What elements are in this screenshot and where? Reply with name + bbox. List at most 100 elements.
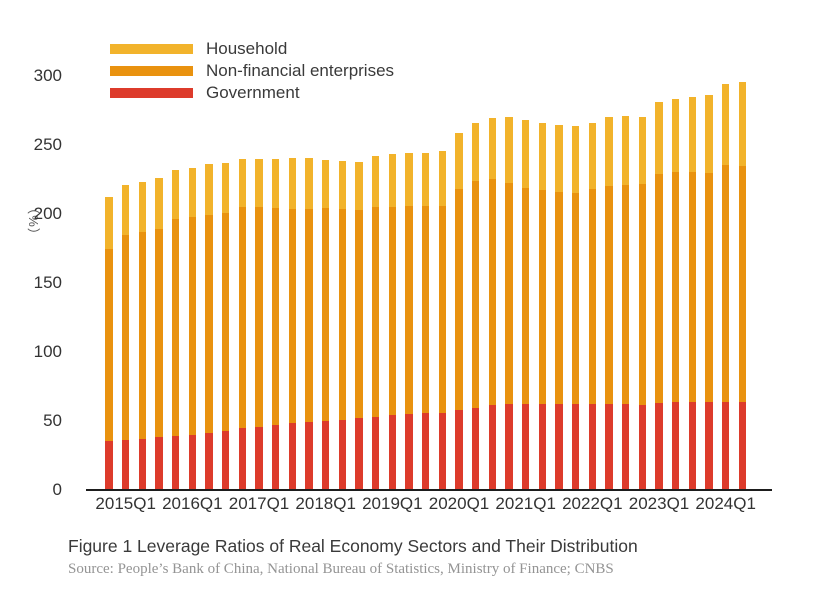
- bar-segment-household: [205, 164, 213, 216]
- bar-segment-household: [121, 185, 130, 235]
- legend-label-nfe: Non-financial enterprises: [206, 61, 395, 80]
- bar-segment-non-financial-enterprises: [638, 184, 647, 405]
- bar-2020Q3: [488, 118, 497, 490]
- bar-segment-government: [205, 432, 213, 490]
- bar-segment-household: [155, 178, 163, 230]
- government-swatch-icon: [110, 88, 193, 98]
- bar-2017Q3: [288, 158, 297, 490]
- bar-segment-government: [188, 434, 197, 490]
- bar-segment-non-financial-enterprises: [338, 209, 347, 420]
- x-tick-label: 2016Q1: [162, 494, 223, 513]
- bar-segment-government: [655, 402, 663, 490]
- bar-segment-government: [221, 430, 230, 490]
- bar-2023Q3: [688, 97, 697, 490]
- bar-segment-non-financial-enterprises: [421, 206, 430, 413]
- bar-segment-non-financial-enterprises: [271, 207, 280, 426]
- bar-segment-government: [321, 421, 330, 490]
- x-tick-label: 2020Q1: [428, 494, 490, 513]
- y-tick-label: 250: [33, 135, 62, 154]
- y-tick-label: 150: [33, 273, 62, 292]
- bar-segment-non-financial-enterprises: [238, 207, 247, 429]
- bar-segment-household: [688, 97, 697, 173]
- bar-segment-government: [138, 438, 147, 490]
- bar-segment-government: [271, 425, 280, 490]
- bar-segment-government: [671, 402, 680, 490]
- bar-segment-household: [238, 158, 247, 208]
- x-tick-label: 2021Q1: [495, 494, 556, 513]
- bar-segment-household: [321, 160, 330, 209]
- bar-segment-government: [438, 412, 447, 490]
- bar-segment-household: [705, 94, 713, 174]
- bar-segment-non-financial-enterprises: [588, 189, 597, 405]
- y-tick-label: 50: [43, 411, 62, 430]
- bar-segment-non-financial-enterprises: [221, 213, 230, 431]
- bar-2021Q2: [538, 122, 547, 490]
- bar-2016Q1: [188, 167, 197, 490]
- bar-segment-household: [671, 99, 680, 173]
- bar-2015Q3: [155, 178, 163, 490]
- bar-segment-household: [571, 126, 580, 193]
- bar-segment-government: [155, 437, 163, 490]
- bar-segment-non-financial-enterprises: [205, 215, 213, 433]
- bar-segment-non-financial-enterprises: [688, 172, 697, 402]
- y-tick-label: 0: [52, 480, 62, 499]
- bar-segment-non-financial-enterprises: [571, 192, 580, 405]
- bar-2017Q1: [255, 158, 263, 490]
- bar-2019Q4: [438, 150, 447, 490]
- bar-segment-non-financial-enterprises: [138, 231, 147, 439]
- bar-segment-non-financial-enterprises: [121, 234, 130, 440]
- bar-segment-household: [305, 158, 313, 210]
- bar-segment-household: [421, 152, 430, 207]
- bar-2022Q2: [605, 116, 613, 490]
- bar-segment-non-financial-enterprises: [355, 209, 363, 419]
- x-tick-label: 2018Q1: [295, 494, 356, 513]
- bar-2016Q4: [238, 158, 247, 490]
- bar-segment-non-financial-enterprises: [605, 185, 613, 405]
- legend-item-government: Government: [110, 83, 300, 103]
- bar-2022Q3: [621, 116, 630, 490]
- bar-2018Q2: [338, 160, 347, 490]
- bar-segment-government: [555, 404, 563, 490]
- bar-segment-government: [238, 428, 247, 490]
- bar-2018Q4: [371, 156, 380, 490]
- bar-2024Q2: [738, 82, 747, 490]
- household-swatch-icon: [110, 44, 193, 54]
- bar-segment-non-financial-enterprises: [105, 249, 113, 441]
- bar-segment-government: [471, 407, 480, 490]
- legend-item-nfe: Non-financial enterprises: [110, 61, 394, 81]
- bar-segment-household: [621, 116, 630, 186]
- y-tick-label: 100: [33, 342, 62, 361]
- x-tick-label: 2023Q1: [628, 494, 690, 513]
- bar-segment-government: [371, 416, 380, 490]
- bar-2020Q4: [505, 117, 513, 490]
- x-tick-label: 2019Q1: [362, 494, 423, 513]
- legend-label-household: Household: [206, 39, 288, 58]
- bar-segment-household: [471, 122, 480, 181]
- bar-segment-non-financial-enterprises: [288, 209, 297, 424]
- bar-segment-household: [638, 116, 647, 185]
- bar-segment-government: [388, 415, 397, 490]
- bar-segment-non-financial-enterprises: [705, 173, 713, 403]
- bar-2017Q4: [305, 158, 313, 490]
- bar-segment-non-financial-enterprises: [305, 209, 313, 423]
- bar-segment-household: [355, 162, 363, 210]
- bar-2021Q3: [555, 125, 563, 490]
- bar-segment-non-financial-enterprises: [671, 172, 680, 403]
- bar-2016Q3: [221, 162, 230, 490]
- bar-2015Q4: [171, 169, 180, 490]
- bar-segment-non-financial-enterprises: [738, 165, 747, 403]
- bar-segment-government: [405, 413, 413, 490]
- bar-segment-government: [605, 404, 613, 490]
- bar-segment-non-financial-enterprises: [655, 174, 663, 403]
- bar-segment-household: [338, 160, 347, 210]
- bar-segment-government: [538, 404, 547, 490]
- bar-2022Q1: [588, 122, 597, 490]
- bar-segment-government: [721, 401, 730, 490]
- bar-segment-non-financial-enterprises: [171, 218, 180, 436]
- bar-2015Q2: [138, 181, 147, 490]
- bar-segment-household: [521, 120, 530, 188]
- bar-segment-household: [538, 122, 547, 191]
- bar-segment-non-financial-enterprises: [255, 207, 263, 427]
- bar-segment-household: [138, 181, 147, 232]
- nfe-swatch-icon: [110, 66, 193, 76]
